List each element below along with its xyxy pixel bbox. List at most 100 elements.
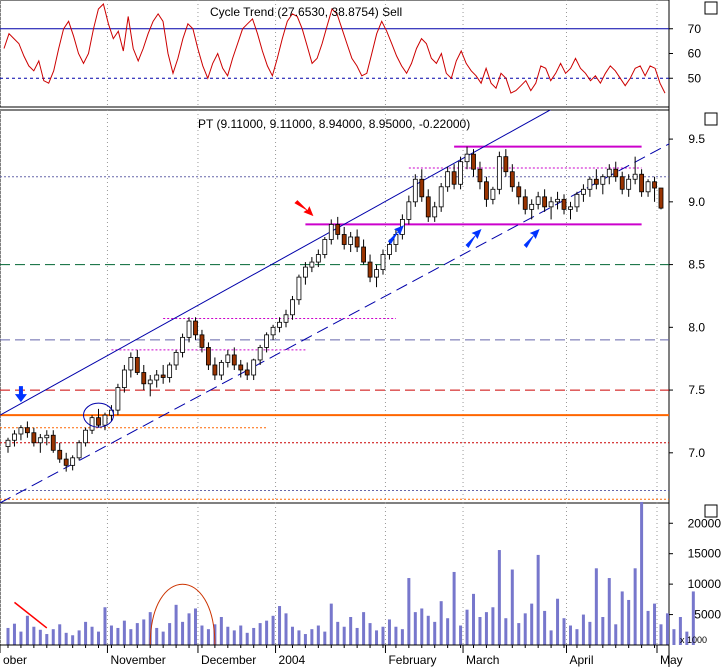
- candle-20: [134, 349, 140, 376]
- candle-1: [12, 430, 17, 447]
- volume-bar-20: [135, 623, 139, 645]
- candle-57: [374, 264, 379, 288]
- volume-bar-81: [530, 603, 534, 645]
- volume-bar-12: [84, 621, 88, 645]
- panel-marker-1[interactable]: [704, 1, 718, 15]
- candle-73: [477, 161, 483, 190]
- volume-bar-2: [19, 631, 23, 645]
- volume-bar-61: [400, 629, 404, 645]
- volume-bar-8: [58, 624, 62, 645]
- candle-29: [193, 317, 198, 340]
- volume-bar-11: [77, 630, 81, 645]
- volume-bar-95: [620, 591, 624, 645]
- volume-panel: [6, 501, 695, 645]
- volume-bar-16: [109, 625, 113, 645]
- volume-bar-83: [543, 610, 547, 645]
- candle-23: [154, 369, 160, 388]
- price-tick-label-9: 9.0: [688, 195, 705, 209]
- price-candles: [5, 146, 664, 472]
- candle-90: [587, 176, 593, 197]
- x-label-december: December: [201, 653, 256, 667]
- x-label-february: February: [388, 653, 436, 667]
- annotation-arrow-down-right-1-icon: [294, 200, 314, 217]
- volume-bar-18: [122, 620, 126, 645]
- volume-bar-14: [97, 631, 101, 645]
- candle-91: [593, 169, 599, 190]
- volume-bar-39: [258, 623, 262, 645]
- x-label-march: March: [466, 653, 499, 667]
- volume-bar-74: [484, 612, 488, 645]
- candle-84: [548, 196, 554, 220]
- volume-bar-80: [523, 613, 527, 645]
- candle-38: [251, 358, 257, 381]
- channel-line-1: [0, 143, 669, 503]
- candle-63: [412, 174, 418, 207]
- candle-54: [354, 229, 360, 253]
- candle-9: [63, 452, 69, 472]
- grid-layer: [0, 0, 658, 645]
- volume-bar-27: [181, 621, 185, 645]
- volume-bar-63: [413, 612, 417, 645]
- price-tick-label-7.5: 7.5: [688, 383, 705, 397]
- volume-bar-87: [568, 625, 572, 645]
- volume-bar-10: [71, 635, 75, 645]
- volume-bar-75: [491, 607, 495, 645]
- osc-tick-label-50: 50: [688, 71, 702, 85]
- volume-bar-73: [478, 617, 482, 645]
- price-tick-label-9.5: 9.5: [688, 132, 705, 146]
- candle-71: [464, 146, 470, 170]
- volume-tick-label-10000: 10000: [688, 577, 722, 591]
- volume-bar-31: [206, 629, 210, 645]
- volume-bar-34: [226, 626, 230, 645]
- candle-72: [471, 149, 476, 177]
- candle-96: [626, 174, 632, 197]
- volume-bar-94: [614, 624, 618, 645]
- candle-17: [115, 383, 121, 416]
- volume-bar-42: [278, 606, 282, 645]
- channel-lines: [0, 110, 669, 503]
- candle-76: [496, 151, 502, 195]
- candle-89: [581, 184, 586, 202]
- panel-marker-2[interactable]: [704, 112, 718, 126]
- candle-30: [199, 329, 205, 353]
- volume-bar-51: [336, 621, 340, 645]
- volume-bar-86: [562, 618, 566, 645]
- volume-bar-70: [459, 625, 463, 645]
- volume-bar-7: [51, 629, 55, 645]
- candle-48: [315, 249, 321, 268]
- candle-49: [322, 236, 328, 259]
- annotation-arrow-up-right-2-icon: [387, 225, 404, 245]
- candle-85: [555, 191, 560, 210]
- candle-55: [361, 239, 366, 265]
- volume-bar-88: [575, 629, 579, 645]
- annotation-arrow-down-0-icon: [14, 386, 27, 403]
- volume-bar-54: [355, 627, 359, 645]
- volume-bar-41: [271, 615, 275, 645]
- volume-bar-36: [239, 625, 243, 645]
- panel-marker-3[interactable]: [704, 504, 718, 518]
- price-frame: [0, 109, 670, 504]
- candle-92: [600, 174, 606, 195]
- candle-93: [606, 164, 612, 185]
- volume-tick-label-20000: 20000: [688, 516, 722, 530]
- candle-42: [277, 317, 282, 333]
- candle-21: [141, 364, 147, 391]
- osc-tick-label-60: 60: [688, 47, 702, 61]
- annotation-ellipse-5: [83, 402, 115, 428]
- candle-74: [484, 176, 489, 207]
- candle-8: [57, 442, 63, 463]
- candle-52: [341, 226, 347, 250]
- candle-5: [37, 433, 43, 453]
- volume-trend-line: [14, 601, 48, 629]
- candle-99: [645, 179, 651, 197]
- candle-77: [503, 149, 509, 177]
- volume-bar-82: [536, 554, 540, 645]
- osc-tick-label-70: 70: [688, 22, 702, 36]
- volume-unit-label: x 1000: [680, 635, 707, 645]
- volume-bar-13: [90, 626, 94, 645]
- candle-33: [218, 359, 224, 381]
- candle-86: [561, 194, 567, 215]
- volume-bar-5: [38, 629, 42, 645]
- candle-11: [76, 440, 82, 461]
